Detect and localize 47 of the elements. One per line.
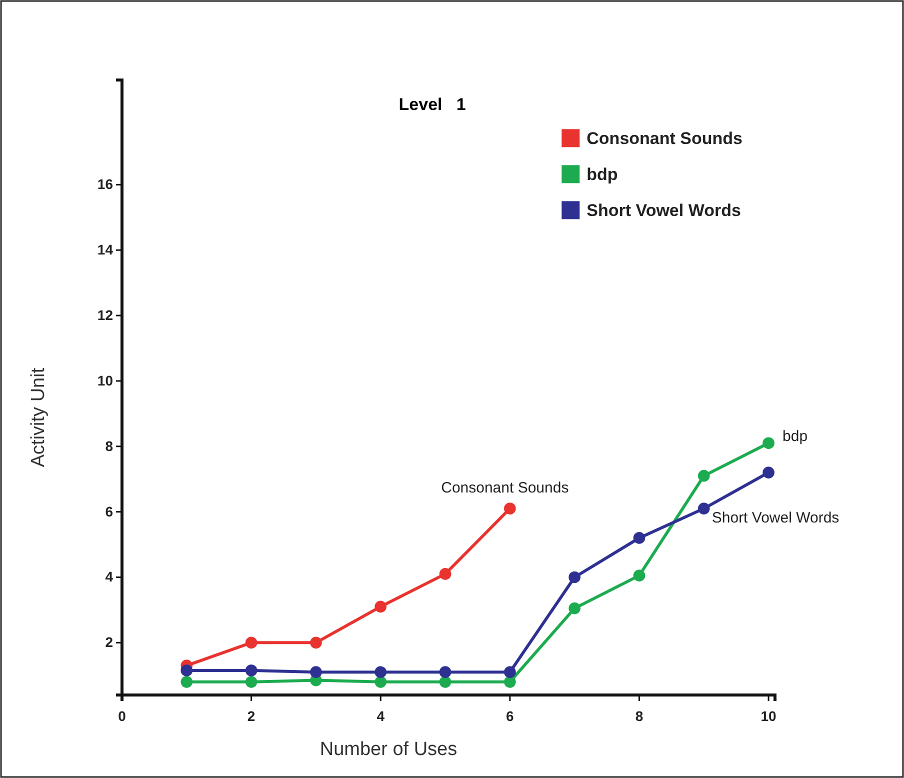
point: [180, 676, 193, 688]
point: [245, 664, 258, 676]
y-axis-title: Activity Unit: [28, 367, 49, 468]
point: [633, 532, 646, 544]
y-tick-label: 16: [97, 176, 114, 192]
point: [374, 666, 387, 678]
point: [762, 437, 774, 450]
point: [439, 568, 452, 580]
x-axis-title: Number of Uses: [320, 739, 458, 760]
point: [762, 466, 774, 478]
point: [374, 676, 387, 688]
x-tick-label: 2: [247, 708, 256, 724]
y-tick-label: 8: [105, 438, 114, 454]
annotation: Short Vowel Words: [712, 510, 840, 527]
x-tick-label: 10: [760, 708, 777, 724]
point: [439, 676, 452, 688]
point: [374, 600, 387, 613]
x-tick-label: 0: [118, 708, 126, 724]
y-tick-label: 14: [97, 242, 114, 258]
x-tick-label: 8: [635, 708, 644, 724]
y-tick-label: 10: [97, 372, 114, 388]
annotation: bdp: [782, 428, 808, 446]
point: [245, 636, 258, 649]
legend-label: bdp: [586, 165, 618, 184]
point: [245, 676, 258, 688]
x-tick-label: 6: [506, 708, 514, 724]
y-tick-label: 6: [105, 503, 114, 520]
x-tick-label: 4: [376, 708, 385, 724]
point: [568, 602, 580, 614]
legend-label: Consonant Sounds: [586, 129, 742, 148]
point: [568, 571, 580, 584]
y-tick-label: 2: [105, 634, 114, 650]
y-tick-label: 4: [105, 568, 114, 585]
point: [310, 636, 322, 649]
point: [439, 666, 452, 678]
annotation: Consonant Sounds: [441, 480, 569, 497]
point: [698, 502, 710, 514]
point: [698, 470, 710, 482]
text: Level 1: [398, 95, 466, 114]
point: [504, 676, 516, 688]
point: [504, 502, 516, 514]
point: [180, 664, 193, 676]
point: [310, 666, 322, 678]
y-tick-label: 12: [97, 307, 114, 324]
legend-label: Short Vowel Words: [586, 201, 741, 220]
point: [633, 570, 646, 582]
point: [504, 666, 516, 678]
